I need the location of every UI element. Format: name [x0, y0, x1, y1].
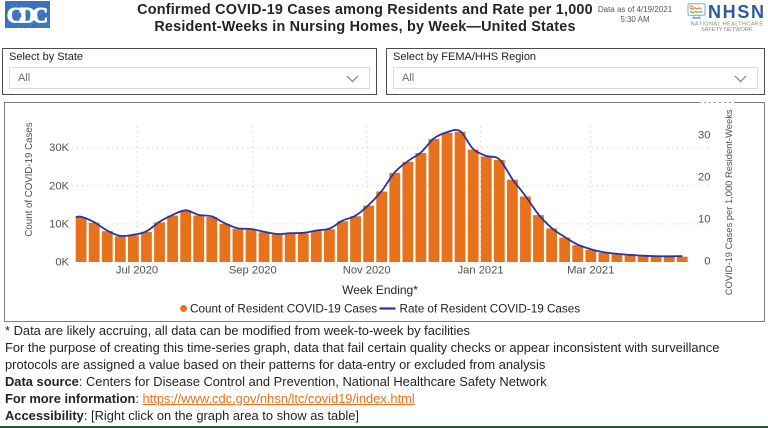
svg-text:10: 10 [698, 214, 710, 226]
svg-text:Mar 2021: Mar 2021 [567, 265, 614, 277]
svg-text:30K: 30K [49, 142, 69, 154]
svg-text:COVID-19 Cases per 1,000 Resid: COVID-19 Cases per 1,000 Resident-Weeks [723, 109, 734, 295]
svg-text:20K: 20K [49, 180, 69, 192]
svg-text:Jul 2020: Jul 2020 [116, 265, 158, 277]
svg-text:0K: 0K [55, 257, 69, 269]
svg-text:SAFETY NETWORK: SAFETY NETWORK [701, 27, 753, 33]
svg-text:Sep 2020: Sep 2020 [229, 265, 277, 277]
svg-text:Count of Resident COVID-19 Cas: Count of Resident COVID-19 Cases [190, 303, 377, 316]
svg-text:Rate of Resident COVID-19 Case: Rate of Resident COVID-19 Cases [400, 303, 581, 316]
svg-text:NATIONAL HEALTHCARE: NATIONAL HEALTHCARE [691, 22, 764, 28]
svg-text:30: 30 [698, 130, 710, 142]
svg-text:0: 0 [704, 256, 710, 268]
svg-text:Week Ending*: Week Ending* [342, 283, 418, 297]
svg-text:Count of COVID-19 Cases: Count of COVID-19 Cases [24, 122, 35, 236]
svg-text:Jan 2021: Jan 2021 [458, 265, 504, 277]
svg-text:Nov 2020: Nov 2020 [343, 265, 391, 277]
svg-text:10K: 10K [49, 218, 69, 230]
svg-text:CDC: CDC [7, 3, 49, 28]
svg-text:20: 20 [698, 172, 710, 184]
svg-text:NHSN: NHSN [708, 3, 765, 22]
